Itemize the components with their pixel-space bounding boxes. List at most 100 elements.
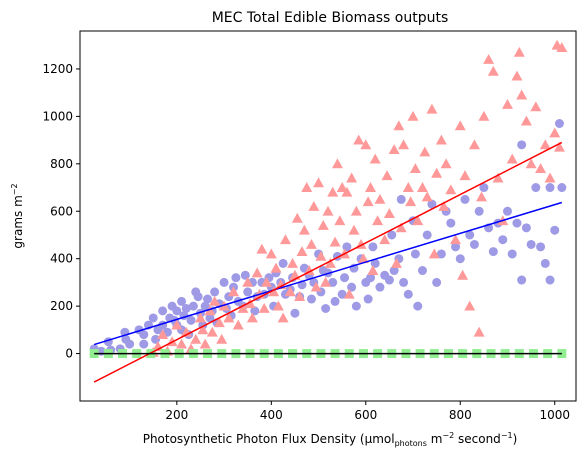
y-axis-label-sup: −2: [10, 183, 19, 195]
circle-point: [220, 278, 229, 287]
circle-point: [460, 195, 469, 204]
triangle-point: [507, 154, 518, 164]
triangle-point: [382, 170, 393, 180]
x-axis-label-tail: second: [454, 432, 501, 446]
triangle-point: [457, 270, 468, 280]
triangle-point: [266, 248, 277, 258]
x-axis-label-sup2: −1: [501, 431, 513, 440]
triangle-point: [393, 120, 404, 130]
circle-point: [446, 219, 455, 228]
circle-point: [432, 278, 441, 287]
circle-point: [321, 304, 330, 313]
circle-point: [290, 309, 299, 318]
circle-point: [475, 207, 484, 216]
triangle-point: [419, 146, 430, 156]
y-tick-label: 400: [50, 252, 73, 266]
x-tick-label: 800: [449, 408, 472, 422]
triangle-point: [313, 177, 324, 187]
circle-point: [512, 219, 521, 228]
triangle-point: [259, 303, 270, 313]
triangle-point: [436, 135, 447, 145]
triangle-point: [256, 244, 267, 254]
y-axis-label: grams m−2: [10, 183, 25, 248]
y-tick-label: 0: [65, 347, 73, 361]
triangle-point: [301, 182, 312, 192]
triangle-point: [514, 47, 525, 57]
triangle-point: [292, 213, 303, 223]
triangle-point: [469, 139, 480, 149]
triangle-point: [308, 201, 319, 211]
circle-point: [489, 247, 498, 256]
circle-point: [364, 295, 373, 304]
triangle-point: [521, 116, 532, 126]
circle-point: [470, 240, 479, 249]
circle-point: [546, 276, 555, 285]
triangle-point: [535, 163, 546, 173]
triangle-point: [474, 327, 485, 337]
circle-point: [550, 226, 559, 235]
triangle-point: [330, 237, 341, 247]
plot-marks: [90, 40, 568, 382]
y-axis-label-main: grams m: [11, 195, 25, 248]
circle-point: [418, 266, 427, 275]
circle-point: [385, 276, 394, 285]
circle-point: [456, 254, 465, 263]
circle-point: [423, 230, 432, 239]
circle-point: [517, 140, 526, 149]
circle-point: [411, 249, 420, 258]
circle-point: [331, 297, 340, 306]
triangle-point: [216, 334, 227, 344]
y-tick-label: 200: [50, 299, 73, 313]
circle-point: [158, 306, 167, 315]
triangle-point: [545, 173, 556, 183]
triangle-point: [426, 104, 437, 114]
y-tick-label: 600: [50, 204, 73, 218]
circle-point: [536, 242, 545, 251]
circle-point: [531, 183, 540, 192]
circle-point: [231, 273, 240, 282]
triangle-point: [410, 163, 421, 173]
circle-point: [125, 340, 134, 349]
circle-point: [557, 183, 566, 192]
triangle-point: [476, 192, 487, 202]
triangle-point: [405, 196, 416, 206]
circle-point: [194, 292, 203, 301]
triangle-point: [278, 312, 289, 322]
circle-point: [340, 273, 349, 282]
triangle-point: [334, 215, 345, 225]
triangle-point: [299, 225, 310, 235]
triangle-point: [540, 139, 551, 149]
triangle-point: [200, 339, 211, 349]
triangle-point: [389, 144, 400, 154]
y-tick-label: 800: [50, 157, 73, 171]
triangle-point: [422, 192, 433, 202]
triangle-point: [445, 184, 456, 194]
triangle-point: [398, 139, 409, 149]
x-axis-label-sub: photons: [395, 439, 427, 448]
circle-point: [210, 287, 219, 296]
triangle-point: [431, 168, 442, 178]
circle-point: [397, 195, 406, 204]
circle-point: [541, 259, 550, 268]
triangle-point: [483, 54, 494, 64]
circle-point: [517, 276, 526, 285]
triangle-point: [287, 258, 298, 268]
trend-line: [94, 142, 562, 382]
circle-point: [307, 295, 316, 304]
circle-point: [522, 223, 531, 232]
y-tick-label: 1200: [42, 62, 73, 76]
triangle-point: [346, 173, 357, 183]
triangle-point: [417, 182, 428, 192]
triangle-point: [365, 182, 376, 192]
circle-point: [508, 249, 517, 258]
x-tick-label: 1000: [539, 408, 570, 422]
circle-point: [203, 295, 212, 304]
x-axis-label-mid: m: [427, 432, 443, 446]
triangle-point: [408, 111, 419, 121]
circle-point: [503, 207, 512, 216]
triangle-point: [372, 215, 383, 225]
x-axis-label: Photosynthetic Photon Flux Density (µmol…: [143, 431, 518, 448]
chart-title: MEC Total Edible Biomass outputs: [212, 10, 449, 26]
circle-point: [279, 259, 288, 268]
triangle-point: [327, 187, 338, 197]
